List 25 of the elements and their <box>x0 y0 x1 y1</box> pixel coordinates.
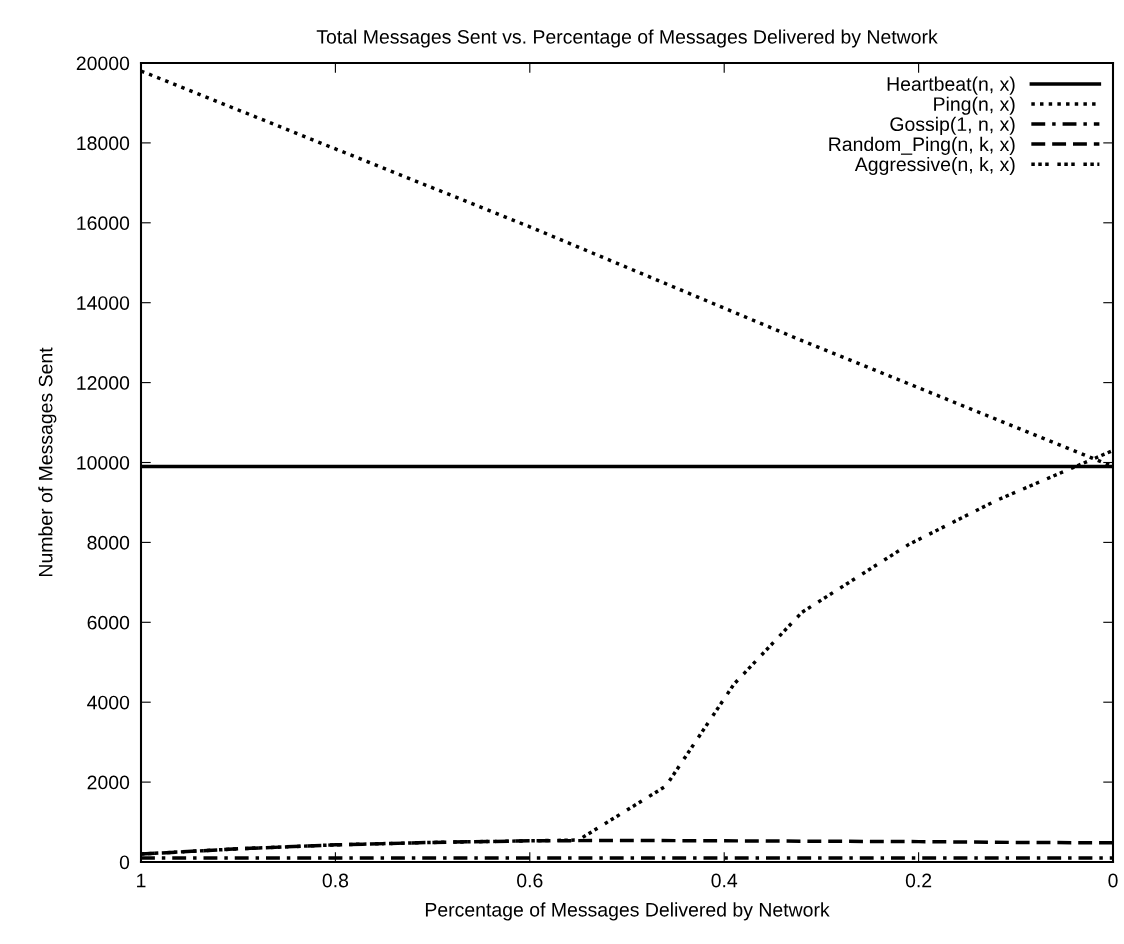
x-tick-label: 0 <box>1108 873 1118 888</box>
y-tick-label: 6000 <box>87 615 130 630</box>
y-tick-label: 0 <box>119 855 130 870</box>
legend-label: Gossip(1, n, x) <box>890 116 1015 135</box>
y-tick-label: 4000 <box>87 695 130 710</box>
x-tick-label: 0.2 <box>905 873 932 888</box>
x-tick-label: 1 <box>137 873 146 888</box>
x-tick-label: 0.8 <box>322 873 349 888</box>
x-tick-label: 0.4 <box>711 873 738 888</box>
y-tick-label: 16000 <box>77 216 130 231</box>
y-tick-label: 12000 <box>77 376 130 390</box>
y-tick-label: 2000 <box>87 775 130 790</box>
chart-title: Total Messages Sent vs. Percentage of Messages Delivered by Network <box>316 29 938 48</box>
legend-label: Ping(n, x) <box>934 96 1015 115</box>
y-axis-title: Number of Messages Sent <box>38 347 57 576</box>
y-tick-label: 14000 <box>77 296 130 310</box>
y-tick-label: 18000 <box>77 136 130 151</box>
y-tick-label: 8000 <box>87 535 130 550</box>
y-tick-label: 10000 <box>77 455 130 470</box>
legend-label: Aggressive(n, k, x) <box>854 156 1015 176</box>
x-tick-label: 0.6 <box>517 873 543 888</box>
legend-label: Random_Ping(n, k, x) <box>829 136 1015 155</box>
legend-label: Heartbeat(n, x) <box>887 76 1015 95</box>
x-axis-title: Percentage of Messages Delivered by Network <box>425 902 830 921</box>
y-tick-label: 20000 <box>76 56 130 71</box>
